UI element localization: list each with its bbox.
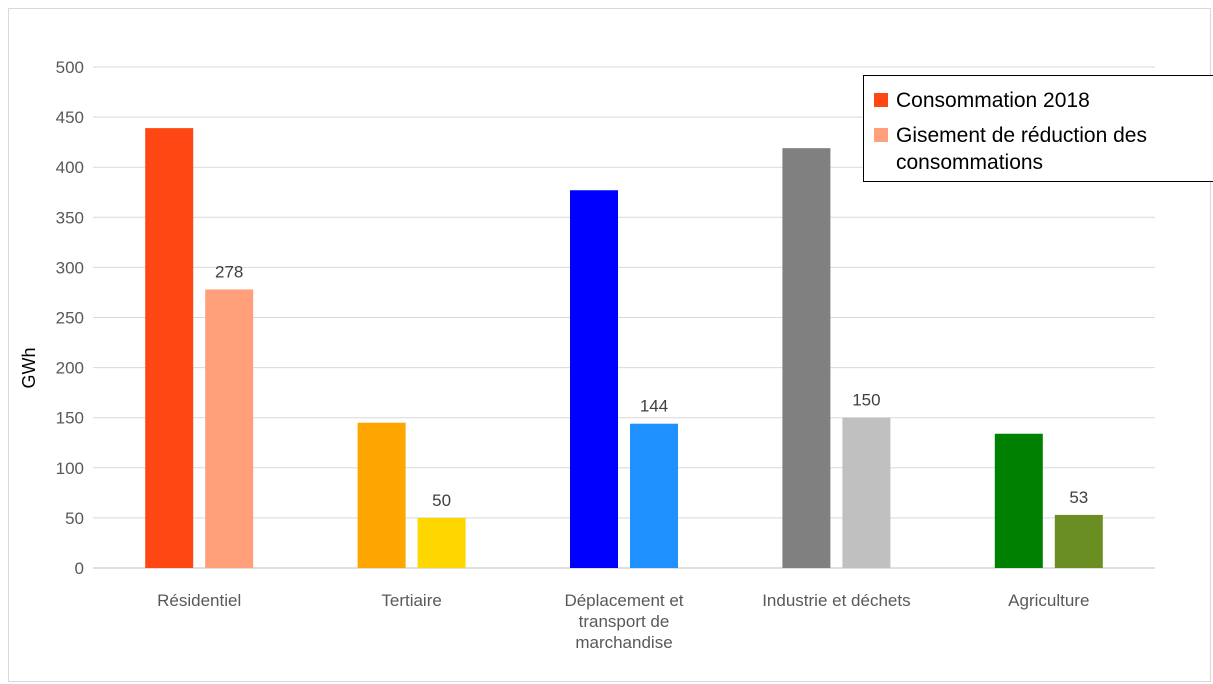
bar-s2-c2	[417, 517, 466, 568]
data-label-s2-c5: 53	[1069, 488, 1088, 507]
legend: Consommation 2018 Gisement de réduction …	[863, 75, 1213, 182]
bar-s1-c1	[145, 128, 194, 568]
y-tick-label-150: 150	[56, 409, 84, 428]
y-tick-label-50: 50	[65, 509, 84, 528]
x-category-label-4: Industrie et déchets	[762, 591, 910, 610]
data-label-s2-c4: 150	[852, 391, 880, 410]
x-category-line: Agriculture	[1008, 591, 1089, 610]
y-tick-label-450: 450	[56, 108, 84, 127]
legend-item-consommation: Consommation 2018	[874, 87, 1213, 114]
bar-s1-c2	[357, 422, 406, 568]
chart-frame	[8, 8, 1211, 682]
legend-swatch-gisement	[874, 128, 888, 142]
y-axis-label: GWh	[19, 347, 39, 388]
data-label-s2-c2: 50	[432, 491, 451, 510]
y-tick-label-250: 250	[56, 309, 84, 328]
bar-s2-c4	[842, 417, 891, 568]
x-category-label-1: Résidentiel	[157, 591, 241, 610]
legend-label-consommation: Consommation 2018	[896, 89, 1090, 112]
bar-s1-c3	[570, 190, 618, 568]
bar-s2-c5	[1054, 514, 1103, 568]
x-category-line: Industrie et déchets	[762, 591, 910, 610]
y-tick-label-500: 500	[56, 58, 84, 77]
bar-s2-c1	[205, 289, 254, 568]
x-category-line: Tertiaire	[381, 591, 441, 610]
bar-s2-c3	[630, 423, 678, 568]
y-tick-label-100: 100	[56, 459, 84, 478]
y-tick-label-350: 350	[56, 208, 84, 227]
x-axis-categories: Résidentiel Tertiaire Déplacement et transp…	[157, 591, 1089, 652]
y-axis-ticks: 0 50 100 150 200 250 300 350 400 450 500	[56, 58, 84, 578]
data-label-s2-c3: 144	[640, 397, 668, 416]
legend-item-gisement: Gisement de réduction des consommations	[874, 122, 1213, 176]
bars	[145, 128, 1103, 569]
legend-label-gisement: Gisement de réduction des consommations	[896, 124, 1147, 174]
x-category-line: transport de	[579, 612, 670, 631]
y-tick-label-0: 0	[75, 559, 84, 578]
x-category-line: Résidentiel	[157, 591, 241, 610]
bar-s1-c4	[782, 148, 831, 569]
bar-s1-c5	[994, 433, 1043, 568]
x-category-label-3: Déplacement et transport de marchandise	[564, 591, 683, 652]
x-category-label-5: Agriculture	[1008, 591, 1089, 610]
y-tick-label-400: 400	[56, 158, 84, 177]
data-labels: 278 50 144 150 53	[215, 262, 1088, 509]
x-category-label-2: Tertiaire	[381, 591, 441, 610]
y-tick-label-200: 200	[56, 359, 84, 378]
x-category-line: Déplacement et	[564, 591, 683, 610]
data-label-s2-c1: 278	[215, 262, 243, 281]
x-category-line: marchandise	[575, 633, 672, 652]
y-tick-label-300: 300	[56, 258, 84, 277]
legend-swatch-consommation	[874, 93, 888, 107]
